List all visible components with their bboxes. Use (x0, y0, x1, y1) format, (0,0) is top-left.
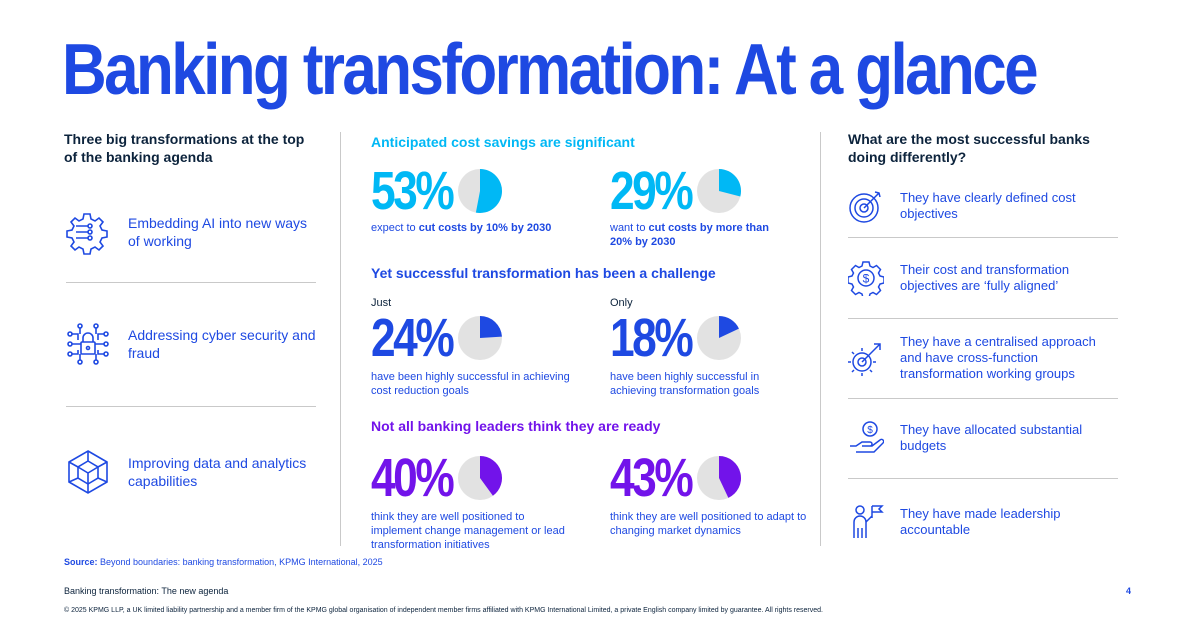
left-column: Three big transformations at the top of … (64, 130, 316, 166)
success-label: They have allocated substantial budgets (900, 422, 1083, 453)
pie-slice (480, 456, 503, 496)
svg-text:$: $ (863, 272, 870, 286)
cyber-lock-icon (67, 323, 109, 365)
transformation-label-data: Improving data and analytics capabilitie… (128, 455, 307, 489)
divider (66, 406, 316, 407)
pie-chart (458, 316, 502, 360)
pie-chart (697, 456, 742, 500)
divider (848, 478, 1118, 479)
copyright-notice: © 2025 KPMG LLP, a UK limited liability … (64, 607, 823, 614)
ai-gear-icon (66, 213, 108, 255)
divider (848, 237, 1118, 238)
pie-chart (458, 169, 503, 213)
stat-description: have been highly successful in achieving… (371, 371, 570, 397)
stat-value: 40% (371, 448, 455, 508)
pie-chart (697, 169, 742, 213)
stat-value: 18% (610, 308, 694, 368)
stat-value: 43% (610, 448, 694, 508)
data-cube-icon (68, 450, 108, 494)
success-label: They have clearly defined cost objective… (900, 190, 1076, 221)
success-item-aligned: $ Their cost and transformation objectiv… (848, 252, 1118, 304)
pie-slice (475, 169, 503, 213)
target-icon (849, 191, 881, 223)
stat-43: 43% think they are well positioned to ad… (610, 450, 830, 538)
stat-description: have been highly successful in achieving… (610, 371, 760, 397)
page-title: Banking transformation: At a glance (62, 30, 1039, 110)
section-heading-challenge: Yet successful transformation has been a… (371, 265, 716, 281)
stat-value: 24% (371, 308, 455, 368)
source-note: Source: Beyond boundaries: banking trans… (64, 557, 383, 567)
pie-chart (697, 316, 741, 360)
stat-prefix: Only (610, 297, 633, 309)
stat-40: 40% think they are well positioned to im… (371, 450, 591, 552)
stat-18: Only 18% have been highly successful in … (610, 296, 830, 398)
success-label: They have a centralised approach and hav… (900, 334, 1096, 381)
success-label: They have made leadership accountable (900, 506, 1061, 537)
column-divider (820, 132, 821, 546)
right-heading: What are the most successful banks doing… (848, 131, 1090, 165)
transformation-item-ai: Embedding AI into new ways of working (64, 202, 316, 262)
stat-29: 29% want to cut costs by more than 20% b… (610, 163, 830, 249)
stat-description: expect to cut costs by 10% by 2030 (371, 222, 552, 234)
transformation-label-cyber: Addressing cyber security and fraud (128, 327, 316, 361)
section-heading-cost-savings: Anticipated cost savings are significant (371, 134, 635, 150)
leader-flag-icon (853, 505, 884, 538)
divider (848, 398, 1118, 399)
success-item-centralised: They have a centralised approach and hav… (848, 330, 1118, 386)
stat-24: Just 24% have been highly successful in … (371, 296, 591, 398)
success-item-leadership: They have made leadership accountable (848, 496, 1118, 548)
column-divider (340, 132, 341, 546)
divider (848, 318, 1118, 319)
success-item-budgets: $ They have allocated substantial budget… (848, 412, 1118, 464)
success-item-cost-objectives: They have clearly defined cost objective… (848, 180, 1118, 232)
success-label: Their cost and transformation objectives… (900, 262, 1070, 293)
pie-slice (719, 316, 739, 338)
stat-prefix: Just (371, 297, 392, 309)
money-hand-icon: $ (850, 421, 884, 453)
left-heading: Three big transformations at the top of … (64, 131, 305, 165)
pie-slice (719, 456, 742, 498)
transformation-item-cyber: Addressing cyber security and fraud (64, 314, 316, 374)
pie-chart (458, 456, 503, 500)
svg-text:$: $ (867, 425, 873, 436)
stat-description: think they are well positioned to adapt … (610, 511, 807, 537)
dollar-gear-icon: $ (848, 261, 884, 296)
stat-description: want to cut costs by more than 20% by 20… (610, 222, 769, 248)
pie-slice (719, 169, 742, 197)
stat-value: 29% (610, 161, 694, 221)
transformation-item-data: Improving data and analytics capabilitie… (64, 442, 316, 502)
stat-53: 53% expect to cut costs by 10% by 2030 (371, 163, 591, 235)
page-number: 4 (1126, 586, 1132, 596)
section-heading-readiness: Not all banking leaders think they are r… (371, 418, 661, 434)
transformation-label-ai: Embedding AI into new ways of working (128, 215, 307, 249)
growth-gear-icon (848, 343, 881, 376)
stat-value: 53% (371, 161, 455, 221)
pie-slice (480, 316, 502, 338)
document-title: Banking transformation: The new agenda (64, 586, 229, 596)
stat-description: think they are well positioned to implem… (371, 511, 565, 551)
divider (66, 282, 316, 283)
